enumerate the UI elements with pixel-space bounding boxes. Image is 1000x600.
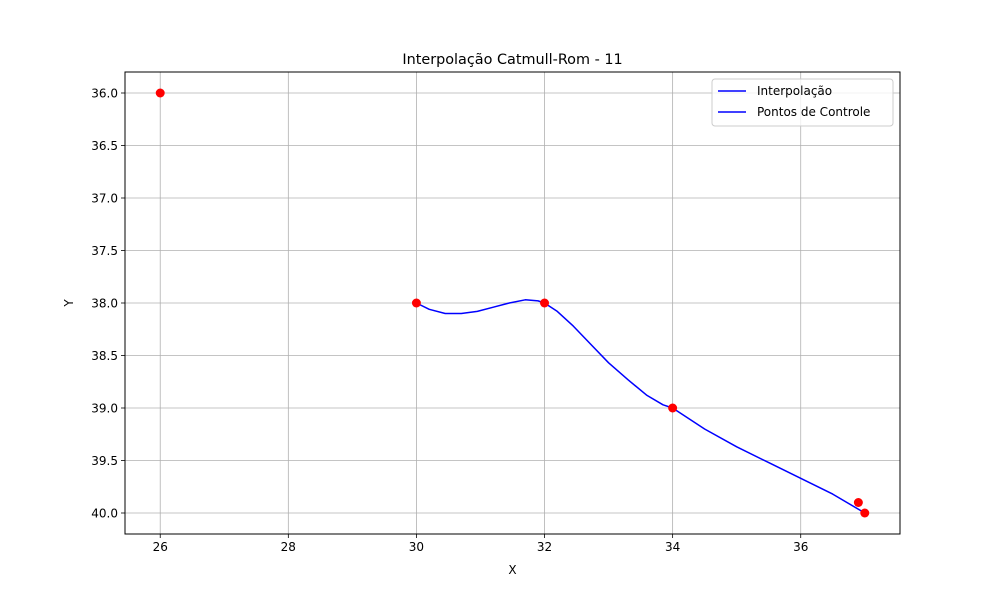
axis-ticks: 26 28 30 32 34 36 36.0 36.5 37.0 37.5 38.0 38.5 39.0… (91, 87, 808, 555)
series-line-interpolacao (416, 299, 866, 514)
control-point-marker (540, 298, 550, 308)
y-tick-label: 39.0 (91, 402, 118, 416)
legend: Interpolação Pontos de Controle (711, 78, 894, 127)
y-tick-label: 40.0 (91, 507, 118, 521)
x-tick-label: 34 (665, 540, 680, 554)
chart-title: Interpolação Catmull-Rom - 11 (402, 52, 622, 68)
y-tick-label: 38.5 (91, 349, 118, 363)
x-tick-label: 30 (409, 540, 424, 554)
control-point-marker (155, 88, 165, 98)
y-tick-label: 36.0 (91, 87, 118, 101)
x-tick-label: 32 (537, 540, 552, 554)
x-tick-label: 26 (153, 540, 168, 554)
x-tick-label: 28 (281, 540, 296, 554)
control-point-marker (411, 298, 421, 308)
y-axis-label: Y (62, 299, 76, 308)
series-layer (155, 88, 870, 518)
control-point-marker (853, 498, 863, 507)
x-axis-label: X (508, 563, 516, 577)
y-tick-label: 36.5 (91, 139, 118, 153)
x-tick-label: 36 (793, 540, 808, 554)
y-tick-label: 37.0 (91, 192, 118, 206)
legend-box (711, 78, 894, 127)
y-tick-label: 39.5 (91, 454, 118, 468)
legend-label-interpolacao: Interpolação (757, 84, 832, 98)
legend-label-pontos-de-controle: Pontos de Controle (757, 105, 870, 119)
control-point-marker (860, 508, 870, 518)
y-tick-label: 38.0 (91, 297, 118, 311)
control-point-marker (668, 403, 678, 413)
y-tick-label: 37.5 (91, 244, 118, 258)
